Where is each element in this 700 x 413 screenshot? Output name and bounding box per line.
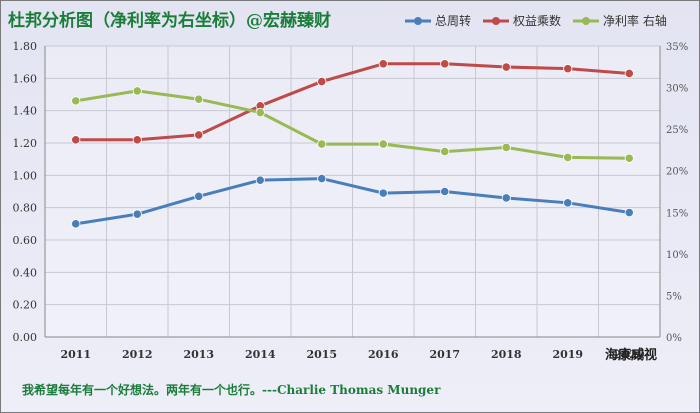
x-tick-label: 2020 <box>614 348 645 361</box>
y-left-tick-label: 0.20 <box>13 299 38 312</box>
y-left-tick-label: 0.80 <box>13 202 38 215</box>
quote-text: 我希望每年有一个好想法。两年有一个也行。---Charlie Thomas Mu… <box>22 383 441 397</box>
legend-item-turnover: 总周转 <box>405 12 471 29</box>
y-left-tick-label: 0.60 <box>13 234 38 247</box>
legend-item-net-margin: 净利率 右轴 <box>573 12 667 29</box>
data-point-turnover <box>624 207 634 218</box>
data-point-equity-multiplier <box>563 64 573 74</box>
x-tick-label: 2015 <box>306 348 337 361</box>
data-point-net-margin <box>378 139 388 149</box>
y-left-tick-label: 1.80 <box>13 40 38 53</box>
legend-marker-turnover <box>414 16 422 25</box>
data-point-turnover <box>378 188 388 198</box>
legend-label-turnover: 总周转 <box>435 14 472 28</box>
legend-swatch-equity-multiplier <box>483 16 510 25</box>
data-point-turnover <box>255 175 265 185</box>
y-right-tick-label: 10% <box>666 250 688 261</box>
y-left-tick-label: 1.20 <box>13 137 38 150</box>
data-point-net-margin <box>563 152 573 163</box>
x-tick-label: 2011 <box>60 348 91 361</box>
data-point-equity-multiplier <box>132 135 142 145</box>
y-right-tick-label: 35% <box>666 42 688 53</box>
x-tick-label: 2016 <box>368 348 399 361</box>
data-point-turnover <box>501 193 511 203</box>
data-point-net-margin <box>624 153 634 163</box>
watermark-text: 海康威视 <box>605 348 658 363</box>
legend-swatch-turnover <box>405 16 431 25</box>
data-point-net-margin <box>317 139 327 149</box>
data-point-equity-multiplier <box>378 59 388 69</box>
x-tick-label: 2017 <box>429 348 460 361</box>
data-point-equity-multiplier <box>624 68 634 79</box>
chart-title: 杜邦分析图（净利率为右坐标）@宏赫臻财 <box>8 11 331 31</box>
data-point-net-margin <box>71 96 81 106</box>
y-left-tick-label: 1.40 <box>13 105 38 118</box>
data-point-turnover <box>71 219 81 229</box>
y-right-tick-label: 0% <box>666 333 682 344</box>
data-point-turnover <box>440 186 450 197</box>
data-point-turnover <box>194 191 204 201</box>
data-point-equity-multiplier <box>71 135 81 145</box>
data-point-turnover <box>563 198 573 208</box>
legend-item-equity-multiplier: 权益乘数 <box>483 12 561 29</box>
data-point-net-margin <box>440 146 450 157</box>
y-right-tick-label: 20% <box>666 167 688 178</box>
y-right-tick-label: 5% <box>666 291 682 302</box>
data-point-equity-multiplier <box>440 59 450 69</box>
legend-label-equity-multiplier: 权益乘数 <box>513 14 562 28</box>
y-left-tick-label: 0.00 <box>13 331 38 344</box>
series-line-net-margin <box>75 89 630 160</box>
legend: 总周转 权益乘数 净利率 右轴 <box>405 12 667 29</box>
data-point-equity-multiplier <box>501 62 511 72</box>
data-point-net-margin <box>132 86 142 96</box>
y-left-tick-label: 0.40 <box>13 266 38 279</box>
data-point-turnover <box>132 209 142 219</box>
series-line-equity-multiplier <box>75 62 630 142</box>
legend-swatch-net-margin <box>573 16 600 25</box>
data-point-net-margin <box>194 94 204 104</box>
x-tick-label: 2019 <box>552 348 583 361</box>
y-right-tick-label: 15% <box>666 208 688 219</box>
x-tick-label: 2013 <box>183 348 214 361</box>
y-left-tick-label: 1.60 <box>13 72 38 85</box>
legend-label-net-margin: 净利率 右轴 <box>603 14 667 28</box>
series-line-turnover <box>75 177 630 226</box>
y-right-tick-label: 30% <box>666 84 688 95</box>
x-tick-label: 2012 <box>122 348 153 361</box>
data-point-equity-multiplier <box>194 130 204 140</box>
legend-marker-equity-multiplier <box>492 16 501 25</box>
data-point-net-margin <box>501 142 511 153</box>
x-tick-label: 2018 <box>491 348 522 361</box>
y-left-tick-label: 1.00 <box>13 169 38 182</box>
data-point-net-margin <box>255 107 265 118</box>
data-point-equity-multiplier <box>317 76 327 87</box>
data-point-turnover <box>317 173 327 184</box>
x-tick-label: 2014 <box>245 348 276 361</box>
legend-marker-net-margin <box>582 16 591 25</box>
y-right-tick-label: 25% <box>666 125 688 136</box>
